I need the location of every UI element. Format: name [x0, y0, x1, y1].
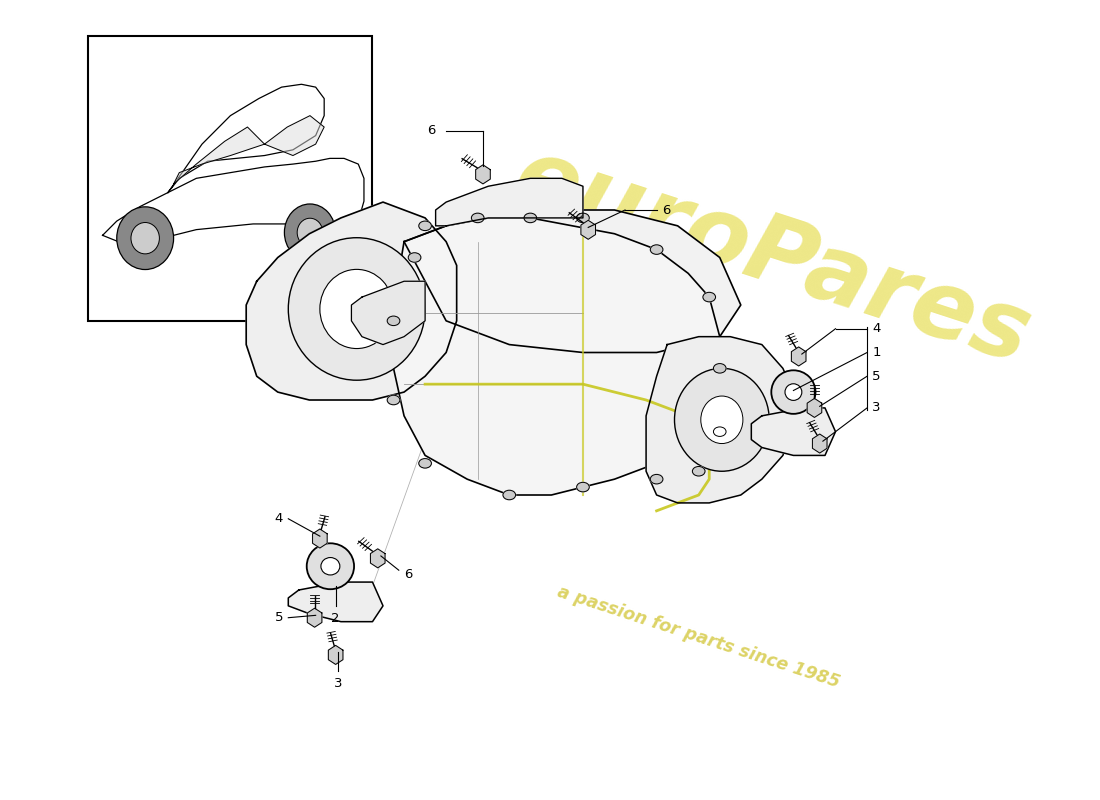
Polygon shape	[307, 608, 322, 627]
Text: 3: 3	[872, 402, 881, 414]
Text: 6: 6	[662, 203, 670, 217]
Polygon shape	[102, 158, 364, 244]
Text: 5: 5	[872, 370, 881, 382]
Circle shape	[650, 474, 663, 484]
Polygon shape	[404, 210, 740, 353]
Circle shape	[472, 213, 484, 222]
Ellipse shape	[321, 558, 340, 575]
Polygon shape	[329, 646, 343, 665]
Text: a passion for parts since 1985: a passion for parts since 1985	[556, 583, 843, 692]
Circle shape	[524, 213, 537, 222]
Polygon shape	[288, 582, 383, 622]
Circle shape	[703, 292, 715, 302]
Polygon shape	[436, 178, 583, 226]
Ellipse shape	[320, 270, 394, 349]
Ellipse shape	[297, 218, 322, 246]
Polygon shape	[312, 529, 327, 548]
Polygon shape	[791, 347, 806, 366]
Circle shape	[419, 221, 431, 230]
Text: euroPares: euroPares	[503, 130, 1042, 384]
Polygon shape	[174, 127, 264, 184]
Polygon shape	[168, 84, 324, 193]
Polygon shape	[394, 218, 719, 495]
Polygon shape	[246, 202, 456, 400]
Text: 5: 5	[275, 611, 283, 624]
Polygon shape	[581, 220, 595, 239]
Text: 1: 1	[872, 346, 881, 359]
FancyBboxPatch shape	[88, 36, 373, 321]
Polygon shape	[751, 408, 836, 455]
Circle shape	[503, 490, 516, 500]
Polygon shape	[351, 282, 425, 345]
Text: 2: 2	[331, 612, 340, 625]
Ellipse shape	[674, 368, 769, 471]
Circle shape	[576, 213, 590, 222]
Ellipse shape	[131, 222, 160, 254]
Polygon shape	[371, 549, 385, 568]
Text: 4: 4	[872, 322, 881, 335]
Text: 6: 6	[404, 568, 412, 581]
Polygon shape	[475, 165, 491, 184]
Circle shape	[387, 395, 399, 405]
Circle shape	[714, 363, 726, 373]
Polygon shape	[807, 398, 822, 418]
Circle shape	[408, 253, 421, 262]
Ellipse shape	[288, 238, 425, 380]
Ellipse shape	[785, 384, 802, 400]
Text: 4: 4	[275, 512, 283, 526]
Text: 3: 3	[333, 677, 342, 690]
Polygon shape	[264, 116, 324, 155]
Ellipse shape	[771, 370, 815, 414]
Circle shape	[714, 427, 726, 437]
Ellipse shape	[307, 543, 354, 590]
Ellipse shape	[285, 204, 336, 261]
Polygon shape	[646, 337, 793, 503]
Text: 6: 6	[427, 124, 436, 138]
Polygon shape	[813, 434, 827, 453]
Ellipse shape	[701, 396, 743, 443]
Circle shape	[576, 482, 590, 492]
Circle shape	[692, 466, 705, 476]
Ellipse shape	[117, 207, 174, 270]
Circle shape	[387, 316, 399, 326]
Circle shape	[419, 458, 431, 468]
Circle shape	[650, 245, 663, 254]
